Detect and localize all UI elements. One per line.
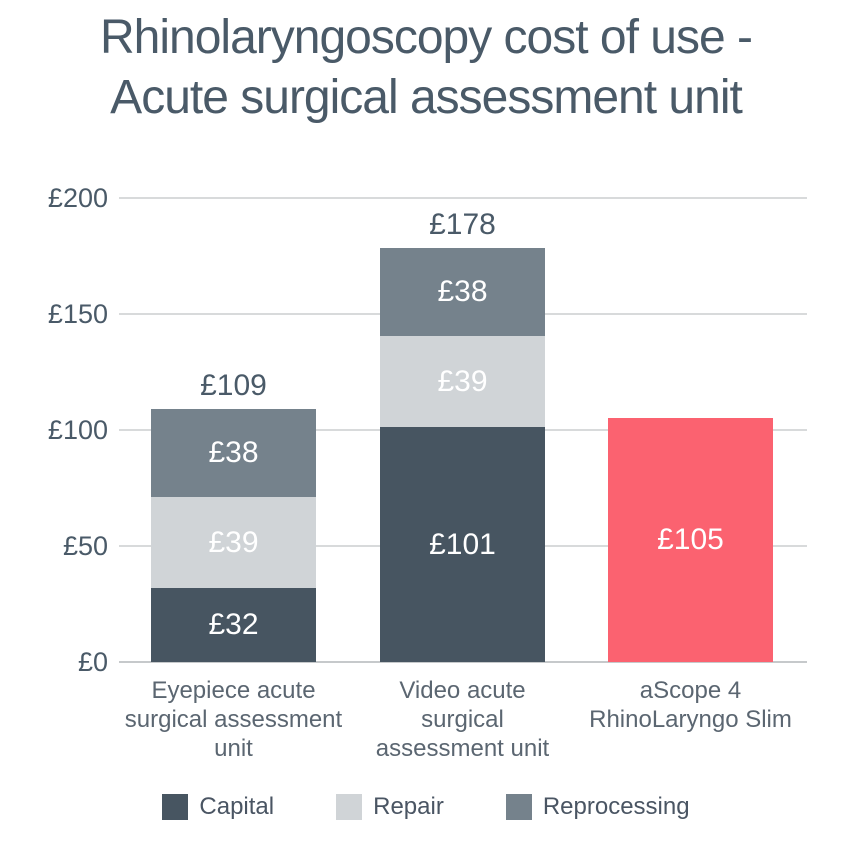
bar-segment-reprocessing: £38 — [151, 409, 316, 497]
bar-total-label: £109 — [200, 369, 267, 402]
bar-segment-capital: £32 — [151, 588, 316, 662]
segment-value-label: £38 — [208, 436, 259, 469]
segment-value-label: £105 — [657, 523, 724, 556]
legend-item-repair: Repair — [336, 793, 444, 821]
segment-value-label: £38 — [437, 275, 488, 308]
legend-swatch-icon — [505, 794, 532, 820]
bar-0: £32 £39 £38 — [151, 409, 316, 662]
y-axis-tick-label: £150 — [47, 298, 108, 329]
bar-1: £101 £39 £38 — [380, 248, 545, 662]
legend-item-capital: Capital — [162, 793, 274, 821]
legend: Capital Repair Reprocessing — [0, 793, 852, 821]
segment-value-label: £39 — [437, 364, 488, 398]
legend-item-reprocessing: Reprocessing — [505, 793, 690, 821]
bar-segment-reprocessing: £38 — [380, 248, 545, 336]
legend-swatch-icon — [162, 794, 189, 820]
x-axis-category-label: Eyepiece acute surgical assessment unit — [124, 677, 343, 762]
y-axis-tick-label: £50 — [62, 530, 108, 561]
y-axis-tick-label: £0 — [77, 647, 108, 677]
segment-value-label: £39 — [208, 525, 259, 559]
bar-2: £105 — [608, 418, 773, 662]
legend-label: Capital — [199, 793, 275, 820]
bar-segment-capital: £101 — [380, 427, 545, 662]
segment-value-label: £101 — [429, 527, 496, 561]
gridline-0 — [119, 661, 807, 663]
bar-segment-repair: £39 — [151, 497, 316, 588]
x-axis-category-label: Video acute surgical assessment unit — [375, 677, 550, 762]
chart-title: Rhinolaryngoscopy cost of use - Acute su… — [99, 11, 753, 124]
legend-label: Repair — [373, 793, 444, 820]
bar-total-label: £178 — [429, 208, 496, 241]
x-axis-category-label: aScope 4 RhinoLaryngo Slim — [589, 677, 792, 733]
legend-label: Reprocessing — [542, 793, 690, 820]
bar-segment-ascope-4-rhinolaryngo-slim: £105 — [608, 418, 773, 662]
y-axis-tick-label: £200 — [47, 182, 108, 213]
segment-value-label: £32 — [208, 608, 259, 641]
gridline-200 — [119, 196, 807, 199]
legend-swatch-icon — [336, 794, 363, 820]
bar-segment-repair: £39 — [380, 336, 545, 427]
y-axis-tick-label: £100 — [47, 414, 108, 445]
